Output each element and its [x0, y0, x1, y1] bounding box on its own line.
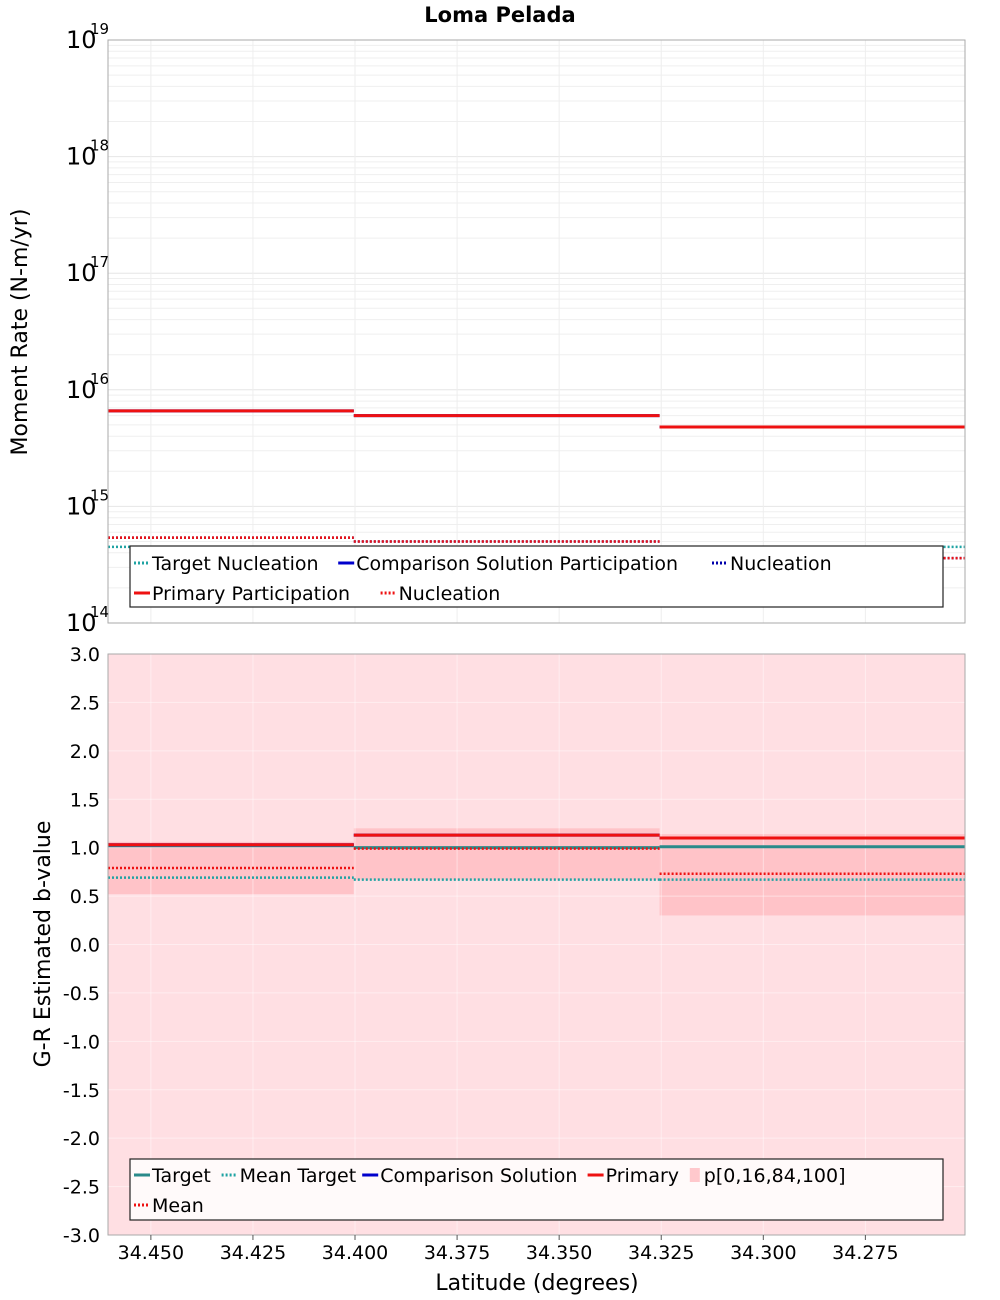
b-value-plot-area [108, 654, 965, 1235]
b-value-panel: 3.0 2.5 2.0 1.5 1.0 0.5 0.0 -0.5 -1.0 -1.5 -2.0 -2.… [31, 644, 966, 1296]
moment-rate-frame [107, 39, 966, 624]
moment-rate-y-label: Moment Rate (N-m/yr) [8, 209, 33, 456]
y-tick-label: 0.0 [70, 935, 100, 957]
b-value-legend-label: Comparison Solution [380, 1165, 577, 1187]
b-value-y-ticks: 3.0 2.5 2.0 1.5 1.0 0.5 0.0 -0.5 -1.0 -1.5 -2.0 -2.… [63, 644, 100, 1247]
y-tick-label: -2.0 [63, 1128, 100, 1150]
y-tick-base: 10 [66, 259, 97, 287]
y-tick-label: -3.0 [63, 1225, 100, 1247]
y-tick-base: 10 [66, 143, 97, 171]
y-tick-exponent: 17 [90, 253, 109, 271]
percentile-band [353, 828, 660, 880]
y-tick-base: 10 [66, 492, 97, 520]
y-tick-exponent: 19 [90, 20, 109, 38]
x-tick-label: 34.400 [322, 1242, 388, 1264]
x-tick-label: 34.300 [730, 1242, 796, 1264]
x-tick-label: 34.425 [220, 1242, 286, 1264]
b-value-legend: Target Mean Target Comparison Solution Prim… [129, 1158, 944, 1221]
y-tick-label: -1.5 [63, 1080, 100, 1102]
b-value-legend-label: Mean [152, 1195, 204, 1217]
moment-rate-legend-label: Nucleation [399, 583, 501, 605]
y-tick-exponent: 16 [90, 370, 109, 388]
x-tick-label: 34.275 [832, 1242, 898, 1264]
y-tick-label: 2.0 [70, 741, 100, 763]
b-value-series-mean-target [108, 876, 965, 881]
x-tick-label: 34.325 [628, 1242, 694, 1264]
moment-rate-vertical-grid [150, 40, 866, 623]
y-tick-label: 1.0 [70, 838, 100, 860]
b-value-legend-label: Mean Target [240, 1165, 357, 1187]
y-tick-base: 10 [66, 376, 97, 404]
x-axis-label: Latitude (degrees) [435, 1271, 638, 1296]
b-value-legend-box [129, 1158, 944, 1221]
b-value-series [108, 833, 965, 881]
y-tick-label: 0.5 [70, 886, 100, 908]
x-tick-label: 34.375 [424, 1242, 490, 1264]
moment-rate-grid [108, 44, 965, 624]
y-tick-label: 1.5 [70, 789, 100, 811]
y-tick-label: -0.5 [63, 983, 100, 1005]
b-value-y-label: G-R Estimated b-value [31, 821, 56, 1068]
moment-rate-legend: Target Nucleation Comparison Solution Par… [129, 545, 944, 608]
y-tick-base: 10 [66, 26, 97, 54]
x-tick-label: 34.350 [526, 1242, 592, 1264]
b-value-legend-swatch [689, 1168, 700, 1182]
y-tick-label: -1.0 [63, 1031, 100, 1053]
b-value-legend-label: p[0,16,84,100] [704, 1165, 846, 1187]
moment-rate-legend-label: Nucleation [730, 553, 832, 575]
moment-rate-plot-area [108, 40, 965, 623]
moment-rate-legend-label: Comparison Solution Participation [356, 553, 678, 575]
y-tick-exponent: 14 [90, 603, 109, 621]
b-value-series-primary [108, 833, 965, 847]
b-value-frame [107, 653, 966, 1236]
b-value-series-mean [108, 847, 965, 876]
y-tick-exponent: 18 [90, 137, 109, 155]
moment-rate-series-primary-participation [108, 409, 965, 429]
b-value-legend-label: Primary [606, 1165, 679, 1187]
moment-rate-legend-box [129, 545, 944, 608]
y-tick-base: 10 [66, 609, 97, 637]
y-tick-exponent: 15 [90, 486, 109, 504]
x-tick-label: 34.450 [118, 1242, 184, 1264]
b-value-legend-label: Target [151, 1165, 211, 1187]
y-tick-label: 2.5 [70, 692, 100, 714]
chart-title: Loma Pelada [424, 3, 575, 27]
latitude-x-ticks: 34.450 34.425 34.400 34.375 34.350 34.325 34.3… [118, 1235, 899, 1264]
moment-rate-legend-label: Primary Participation [152, 583, 350, 605]
moment-rate-legend-label: Target Nucleation [151, 553, 319, 575]
y-tick-label: -2.5 [63, 1177, 100, 1199]
y-tick-label: 3.0 [70, 644, 100, 666]
